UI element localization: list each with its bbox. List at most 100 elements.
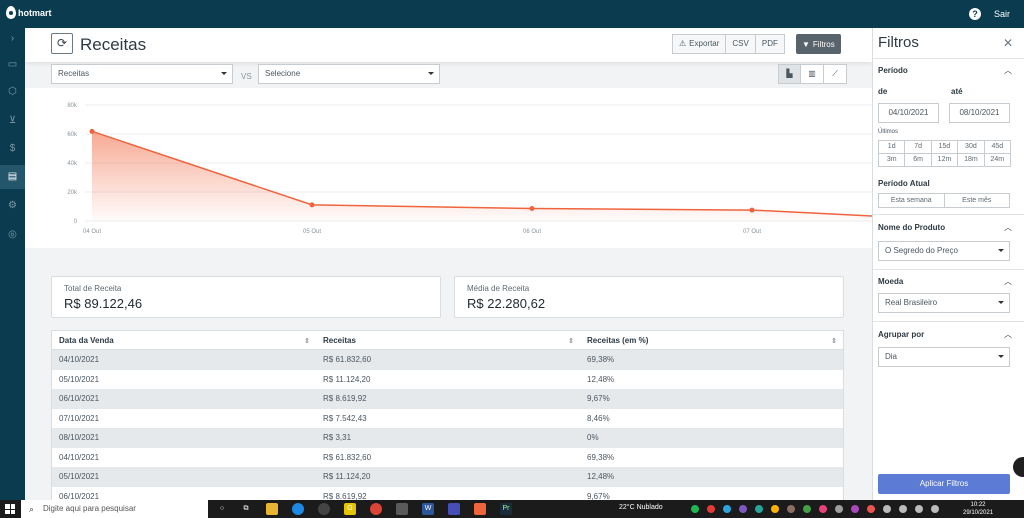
spotify-icon[interactable] <box>691 505 699 513</box>
refresh-button[interactable]: ⟳ <box>51 33 73 54</box>
tray-app-icon[interactable] <box>771 505 779 513</box>
edge-browser-icon[interactable] <box>292 503 304 515</box>
teams-icon[interactable] <box>448 503 460 515</box>
table-body: 04/10/2021 R$ 61.832,60 69,38% 05/10/2021 R… <box>52 350 843 500</box>
last-label: Últimos <box>878 129 899 135</box>
tray-app-icon[interactable] <box>723 505 731 513</box>
range-button[interactable]: 1d <box>878 140 906 154</box>
word-icon[interactable]: W <box>422 503 434 515</box>
product-icon[interactable]: ⬡ <box>8 86 17 97</box>
compare-select[interactable]: Selecione <box>258 64 440 84</box>
csv-button[interactable]: CSV <box>726 34 756 54</box>
range-button[interactable]: 6m <box>904 153 932 167</box>
group-select[interactable]: Dia <box>878 347 1010 367</box>
cell-percent: 69,38% <box>587 355 615 364</box>
tray-app-icon[interactable] <box>739 505 747 513</box>
table-row: 06/10/2021 R$ 8.619,92 9,67% <box>52 389 843 409</box>
column-header-date[interactable]: Data da Venda ⇕ <box>52 331 316 349</box>
export-button[interactable]: ⚠ Exportar <box>672 34 727 54</box>
period-section-title[interactable]: Período <box>878 66 908 75</box>
data-point[interactable] <box>309 202 315 208</box>
total-revenue-card: Total de Receita R$ 89.122,46 <box>51 276 441 318</box>
this-month-button[interactable]: Este mês <box>944 193 1010 208</box>
group-section-title[interactable]: Agrupar por <box>878 330 925 339</box>
cortana-icon[interactable]: ○ <box>219 505 225 512</box>
divider <box>873 214 1024 215</box>
currency-section-title[interactable]: Moeda <box>878 277 904 286</box>
cell-revenue: R$ 11.124,20 <box>323 472 371 481</box>
taskbar-search[interactable]: ⌕ Digite aqui para pesquisar <box>21 500 208 518</box>
app-g-icon[interactable]: G <box>344 503 356 515</box>
app-icon[interactable] <box>396 503 408 515</box>
dashboard-icon[interactable]: ▭ <box>7 59 18 70</box>
range-button[interactable]: 18m <box>957 153 985 167</box>
range-button[interactable]: 30d <box>957 140 985 154</box>
dollar-icon[interactable]: $ <box>9 143 16 154</box>
apply-filters-button[interactable]: Aplicar Filtros <box>878 474 1010 494</box>
range-button[interactable]: 3m <box>878 153 906 167</box>
revenue-table: Data da Venda ⇕ Receitas ⇕ Receitas (em %)… <box>51 330 844 500</box>
chrome-icon[interactable] <box>370 503 382 515</box>
product-select[interactable]: O Segredo do Preço <box>878 241 1010 261</box>
reports-icon[interactable]: ▤ <box>0 165 25 189</box>
file-explorer-icon[interactable] <box>266 503 278 515</box>
tray-app-icon[interactable] <box>835 505 843 513</box>
from-date-field[interactable]: 04/10/2021 <box>878 103 939 123</box>
tray-app-icon[interactable] <box>819 505 827 513</box>
help-icon[interactable]: ? <box>969 8 981 20</box>
tray-app-icon[interactable] <box>803 505 811 513</box>
logout-link[interactable]: Sair <box>994 9 1011 19</box>
bar-chart-icon[interactable]: ▥ <box>801 64 824 84</box>
windows-start-icon[interactable] <box>5 504 15 514</box>
tools-icon[interactable]: ◎ <box>8 229 17 240</box>
settings-icon[interactable]: ⚙ <box>8 200 17 211</box>
network-icon[interactable] <box>899 505 907 513</box>
collapse-icon[interactable]: › <box>10 33 15 44</box>
browser-active-icon[interactable] <box>474 503 486 515</box>
media-icon[interactable] <box>318 503 330 515</box>
y-tick-label: 0 <box>74 219 78 225</box>
range-button[interactable]: 45d <box>983 140 1011 154</box>
tray-app-icon[interactable] <box>787 505 795 513</box>
side-handle[interactable] <box>1013 457 1024 477</box>
pdf-button[interactable]: PDF <box>755 34 785 54</box>
taskbar-clock[interactable]: 10:22 29/10/2021 <box>963 501 993 517</box>
column-header-percent[interactable]: Receitas (em %) ⇕ <box>580 331 843 349</box>
to-date-field[interactable]: 08/10/2021 <box>949 103 1010 123</box>
data-point[interactable] <box>529 206 535 212</box>
chevron-up-icon[interactable]: ︿ <box>1004 66 1012 75</box>
line-chart-icon[interactable]: ⟋ <box>824 64 847 84</box>
tray-app-icon[interactable] <box>931 505 939 513</box>
range-button[interactable]: 12m <box>930 153 959 167</box>
range-button[interactable]: 7d <box>904 140 932 154</box>
tray-app-icon[interactable] <box>883 505 891 513</box>
this-week-button[interactable]: Esta semana <box>878 193 945 208</box>
chevron-up-icon[interactable]: ︿ <box>1004 223 1012 232</box>
task-view-icon[interactable]: ⧉ <box>243 505 249 512</box>
range-button[interactable]: 24m <box>983 153 1011 167</box>
tray-app-icon[interactable] <box>707 505 715 513</box>
close-icon[interactable]: ✕ <box>1003 36 1014 50</box>
area-chart-icon[interactable]: ▙ <box>778 64 801 84</box>
tray-app-icon[interactable] <box>755 505 763 513</box>
tray-app-icon[interactable] <box>867 505 875 513</box>
revenue-chart-svg: 80k 60k 40k 20k 0 04 Out 05 Out 06 Out 07 Out <box>67 103 872 235</box>
metric-select[interactable]: Receitas <box>51 64 233 84</box>
data-point[interactable] <box>89 128 95 134</box>
product-section-title[interactable]: Nome do Produto <box>878 223 946 232</box>
chevron-up-icon[interactable]: ︿ <box>1004 277 1012 286</box>
weather-widget[interactable]: 22°C Nublado <box>619 504 663 511</box>
chevron-up-icon[interactable]: ︿ <box>1004 330 1012 339</box>
hotmart-logo[interactable]: hotmart <box>6 6 52 19</box>
filters-button[interactable]: ▼ Filtros <box>796 34 841 54</box>
premiere-icon[interactable]: Pr <box>500 503 512 515</box>
cart-icon[interactable]: ⊻ <box>8 115 17 126</box>
range-button[interactable]: 15d <box>930 140 959 154</box>
currency-select[interactable]: Real Brasileiro <box>878 293 1010 313</box>
tray-app-icon[interactable] <box>851 505 859 513</box>
chevron-down-icon <box>998 301 1004 304</box>
column-header-revenue[interactable]: Receitas ⇕ <box>316 331 580 349</box>
data-point[interactable] <box>749 207 755 213</box>
sort-icon: ⇕ <box>568 338 574 345</box>
volume-icon[interactable] <box>915 505 923 513</box>
